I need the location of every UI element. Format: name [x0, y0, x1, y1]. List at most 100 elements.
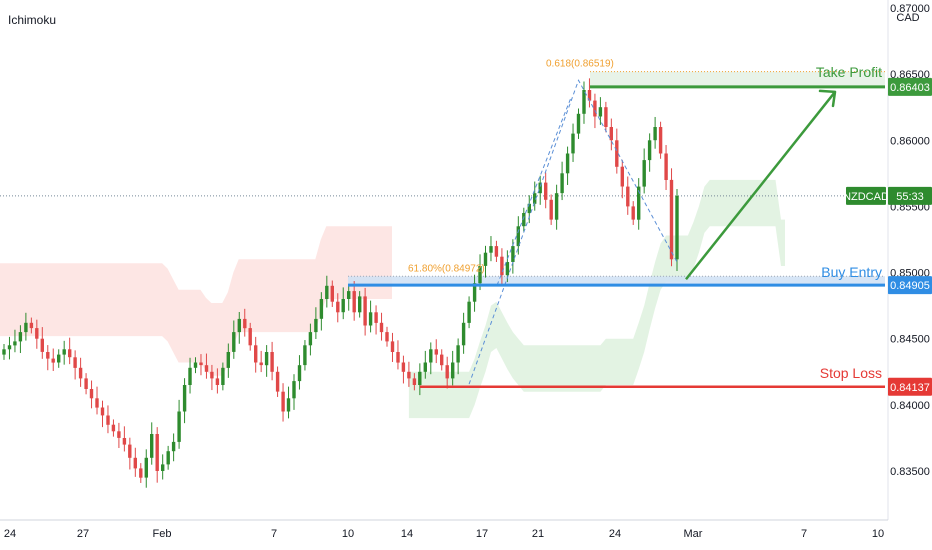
time-axis[interactable]: 24 27 Feb 7 10 14 17 21 24 Mar 7 10: [0, 519, 888, 540]
candle: [396, 340, 400, 370]
x-tick-label: 7: [271, 528, 277, 540]
candle: [554, 184, 559, 230]
candle: [40, 327, 44, 359]
candle-body: [325, 285, 329, 299]
price-axis[interactable]: CAD 0.870000.865000.860000.855000.850000…: [887, 0, 932, 550]
candle-body: [73, 357, 77, 368]
buy-entry-price-badge: 0.84905: [888, 276, 932, 295]
candle: [166, 445, 170, 470]
candle-body: [565, 153, 570, 174]
stop-loss-price-badge: 0.84137: [888, 377, 932, 396]
candle-body: [560, 173, 564, 194]
candle: [297, 355, 302, 390]
candle-body: [35, 328, 39, 339]
candle: [363, 287, 367, 336]
candle-body: [500, 256, 504, 276]
candle: [669, 168, 674, 267]
candle: [440, 349, 444, 371]
candle: [243, 308, 247, 337]
candle: [598, 97, 603, 125]
candle-body: [270, 352, 274, 372]
candle: [161, 454, 165, 480]
candle-body: [434, 349, 438, 355]
countdown-badge: 55:33: [888, 186, 932, 205]
stop-loss-label: Stop Loss: [820, 365, 882, 381]
candle: [620, 159, 624, 199]
candle: [522, 207, 526, 232]
candle: [538, 175, 542, 205]
candle-body: [620, 166, 624, 187]
candle: [626, 176, 630, 215]
fib-label-6180: 61.80%(0.84972): [408, 263, 485, 274]
candle: [390, 332, 395, 363]
candle-body: [489, 246, 493, 253]
candle: [281, 383, 285, 422]
candle-body: [111, 424, 116, 432]
candle: [117, 422, 121, 449]
candle: [385, 326, 389, 347]
x-tick-label: 10: [872, 528, 884, 540]
candle-body: [13, 341, 17, 346]
candle-body: [292, 381, 296, 399]
stop-loss-price-badge-text: 0.84137: [890, 382, 930, 394]
zones: [348, 71, 885, 286]
candle-body: [226, 352, 230, 368]
y-tick-label: 0.83500: [890, 466, 930, 478]
candle: [434, 339, 438, 364]
candle-body: [440, 354, 444, 366]
candle: [2, 344, 6, 360]
candle: [445, 356, 449, 389]
candle-body: [204, 365, 209, 372]
candle-body: [358, 296, 362, 313]
candle: [407, 361, 411, 387]
y-tick-label: 0.87000: [890, 3, 930, 15]
candle-body: [642, 160, 646, 187]
candle-body: [188, 367, 192, 385]
candle: [95, 386, 99, 415]
candle-body: [664, 153, 668, 180]
candle-body: [352, 291, 356, 313]
candle-body: [571, 133, 575, 154]
countdown-badge-text: 55:33: [896, 191, 924, 203]
candle: [451, 350, 455, 386]
candle-body: [133, 457, 137, 469]
candle: [456, 338, 460, 375]
candle-body: [122, 438, 127, 445]
candle: [429, 342, 433, 375]
candle: [29, 317, 34, 334]
take-profit-price-badge: 0.86403: [888, 77, 932, 96]
x-tick-label: 14: [401, 528, 413, 540]
candle-body: [533, 193, 537, 204]
candle: [582, 81, 586, 124]
candle: [13, 329, 17, 353]
candle-body: [478, 266, 482, 284]
candle-body: [461, 322, 466, 346]
candle: [467, 296, 471, 329]
candle-body: [587, 90, 592, 101]
candle-body: [232, 332, 236, 352]
buy-entry-zone: [348, 276, 885, 286]
candle-body: [467, 301, 471, 323]
candle: [144, 449, 148, 488]
candle: [330, 280, 334, 307]
candle-body: [199, 362, 203, 366]
buy-entry-price-badge-text: 0.84905: [890, 280, 930, 292]
candle-body: [631, 206, 635, 220]
candle: [62, 340, 66, 365]
y-tick-label: 0.86000: [890, 135, 930, 147]
candle: [89, 380, 94, 409]
candle-body: [18, 332, 23, 342]
candle-body: [418, 371, 422, 385]
candle-body: [445, 365, 449, 379]
take-profit-zone: [590, 71, 885, 87]
candle: [24, 312, 28, 341]
candle-body: [68, 349, 72, 358]
candle: [254, 336, 258, 373]
candle-body: [319, 299, 324, 319]
candle: [215, 368, 220, 394]
candle: [549, 194, 553, 225]
ichimoku-cloud: [0, 179, 785, 419]
candle: [193, 357, 198, 374]
candle-body: [40, 338, 44, 352]
